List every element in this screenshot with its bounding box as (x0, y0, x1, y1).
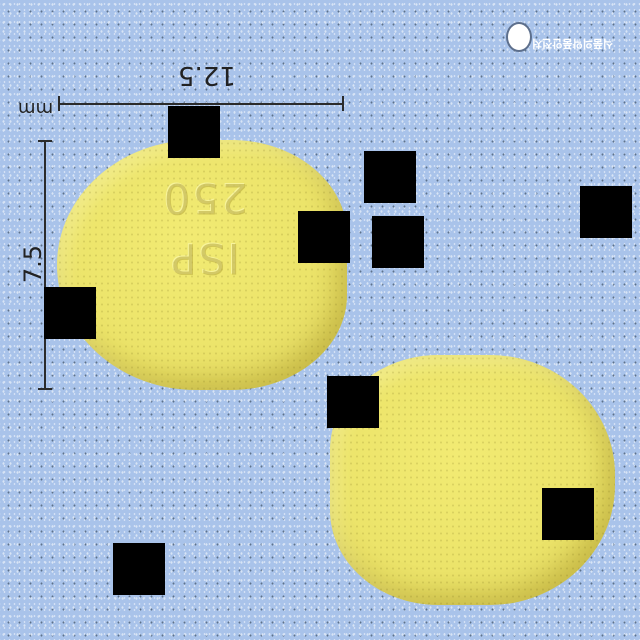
redaction-box (327, 376, 379, 428)
redaction-box (168, 106, 220, 158)
tablet-front (57, 140, 347, 390)
width-dimension-line (58, 103, 344, 105)
agency-logo-text: 식품의약품안전처 (532, 37, 613, 50)
redaction-box (364, 151, 416, 203)
width-value: 12.5 (178, 60, 236, 90)
redaction-box (113, 543, 165, 595)
width-dimension-tick-left (58, 96, 60, 111)
redaction-box (542, 488, 594, 540)
height-value: 7.5 (19, 244, 48, 284)
agency-emblem-icon (506, 22, 532, 52)
height-dimension-tick-top (38, 140, 52, 142)
redaction-box (580, 186, 632, 238)
unit-label: mm (18, 98, 54, 119)
tablet-imprint: ISP 250 (161, 174, 249, 283)
height-dimension-line (44, 140, 46, 390)
width-dimension-tick-right (342, 96, 344, 111)
redaction-box (372, 216, 424, 268)
height-dimension-tick-bottom (38, 388, 52, 390)
redaction-box (298, 211, 350, 263)
redaction-box (44, 287, 96, 339)
